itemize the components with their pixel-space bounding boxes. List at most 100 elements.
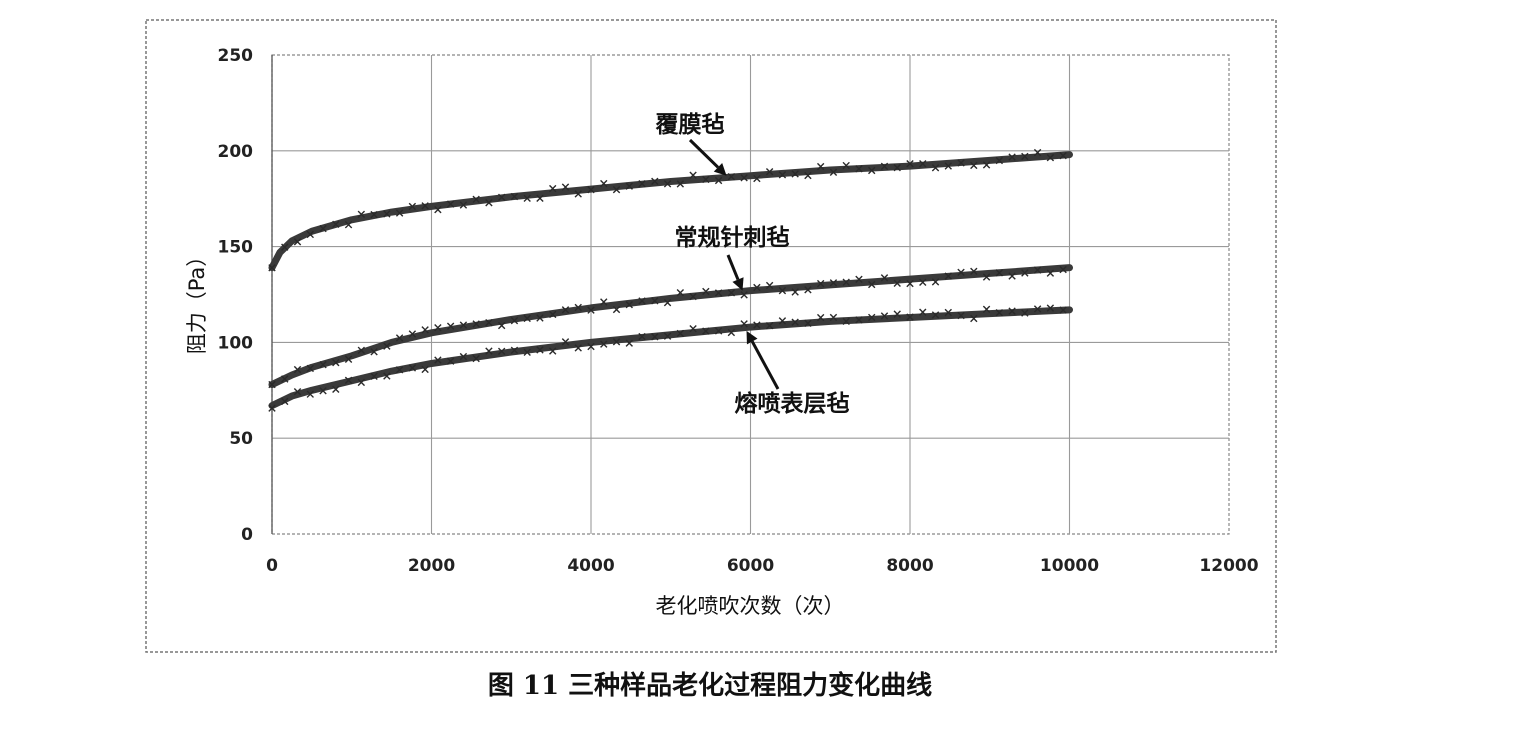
data-point-marker — [293, 365, 302, 374]
data-point-marker — [829, 168, 838, 177]
data-point-marker — [1046, 269, 1055, 277]
y-tick-labels: 0 50 100 150 200 250 — [218, 46, 254, 545]
data-point-marker — [970, 314, 978, 323]
data-point-marker — [421, 202, 429, 210]
data-point-marker — [574, 344, 582, 352]
data-point-marker — [714, 327, 723, 335]
data-point-marker — [434, 205, 442, 214]
data-point-marker — [906, 159, 914, 168]
data-point-marker — [753, 283, 761, 292]
data-point-marker — [727, 172, 736, 181]
data-point-marker — [816, 313, 825, 322]
data-point-marker — [268, 404, 276, 412]
data-point-marker — [702, 175, 710, 184]
data-point-marker — [638, 297, 646, 305]
data-point-marker — [370, 348, 378, 356]
data-point-marker — [829, 313, 838, 322]
data-point-marker — [663, 298, 672, 307]
data-point-marker — [1046, 153, 1055, 162]
data-point-marker — [600, 179, 608, 188]
data-point-marker — [919, 160, 927, 168]
data-point-marker — [395, 334, 404, 342]
data-point-marker — [919, 278, 927, 286]
data-point-marker — [587, 185, 595, 194]
annotation-arrow-head — [713, 163, 727, 176]
series-line — [268, 151, 1073, 272]
series-3 — [268, 304, 1073, 412]
annotation-label: 常规针刺毡 — [675, 225, 790, 251]
data-point-marker — [612, 305, 621, 314]
data-point-marker — [765, 281, 774, 290]
data-point-marker — [600, 340, 608, 348]
data-point-marker — [536, 314, 544, 322]
data-point-marker — [344, 221, 353, 229]
x-axis-title: 老化喷吹次数（次） — [656, 594, 845, 618]
data-point-marker — [944, 272, 952, 280]
annotation-label: 熔喷表层毡 — [735, 390, 850, 417]
data-point-marker — [459, 201, 468, 209]
data-point-marker — [970, 161, 978, 170]
data-point-marker — [549, 310, 557, 319]
data-point-marker — [714, 176, 723, 185]
data-point-marker — [536, 346, 544, 354]
data-point-marker — [510, 192, 519, 201]
x-tick-label: 2000 — [408, 556, 455, 576]
data-point-marker — [383, 342, 391, 350]
data-point-marker — [293, 238, 302, 246]
data-point-marker — [638, 332, 646, 341]
data-point-marker — [268, 380, 276, 389]
data-point-marker — [982, 305, 991, 313]
data-point-marker — [957, 159, 965, 167]
figure-caption: 图 11 三种样品老化过程阻力变化曲线 — [488, 670, 932, 701]
data-point-marker — [663, 332, 672, 340]
data-point-marker — [306, 364, 314, 373]
data-point-marker — [702, 327, 710, 335]
data-point-marker — [1008, 272, 1016, 280]
data-point-marker — [625, 182, 633, 190]
data-point-marker — [574, 303, 582, 312]
data-point-marker — [281, 243, 289, 251]
data-point-marker — [893, 310, 901, 318]
data-point-marker — [919, 308, 927, 316]
annotation-arrow-shaft — [688, 138, 720, 169]
annotation-1: 覆膜毡 — [655, 112, 727, 176]
data-point-marker — [344, 355, 353, 363]
data-point-marker — [510, 316, 519, 325]
x-tick-label: 0 — [266, 556, 278, 576]
data-point-marker — [778, 286, 787, 295]
data-point-marker — [332, 385, 340, 394]
data-point-marker — [995, 308, 1004, 317]
data-point-marker — [982, 161, 991, 169]
annotation-arrow-shaft — [726, 254, 740, 281]
data-point-marker — [804, 286, 812, 294]
data-point-marker — [1021, 269, 1029, 277]
data-point-marker — [855, 316, 863, 324]
y-tick-label: 0 — [241, 525, 253, 545]
data-point-marker — [306, 390, 314, 398]
data-point-marker — [855, 275, 863, 284]
data-point-marker — [753, 321, 761, 329]
series-1 — [268, 148, 1073, 272]
data-point-marker — [1059, 306, 1067, 314]
data-point-marker — [281, 397, 289, 406]
data-point-marker — [383, 372, 391, 380]
data-point-marker — [880, 312, 889, 320]
series-line — [268, 264, 1073, 389]
data-point-marker — [804, 319, 812, 328]
data-point-marker — [995, 156, 1004, 165]
data-point-marker — [663, 180, 672, 188]
data-point-marker — [395, 209, 404, 217]
data-point-marker — [1033, 266, 1042, 274]
data-point-marker — [472, 354, 480, 363]
data-point-marker — [497, 321, 506, 330]
data-point-marker — [357, 346, 366, 354]
data-point-marker — [765, 168, 774, 176]
data-point-marker — [446, 200, 455, 208]
data-point-marker — [408, 202, 417, 211]
data-point-marker — [676, 289, 685, 297]
data-point-marker — [344, 376, 353, 384]
data-point-marker — [357, 210, 366, 219]
y-axis-title: 阻力（Pa） — [185, 246, 209, 355]
